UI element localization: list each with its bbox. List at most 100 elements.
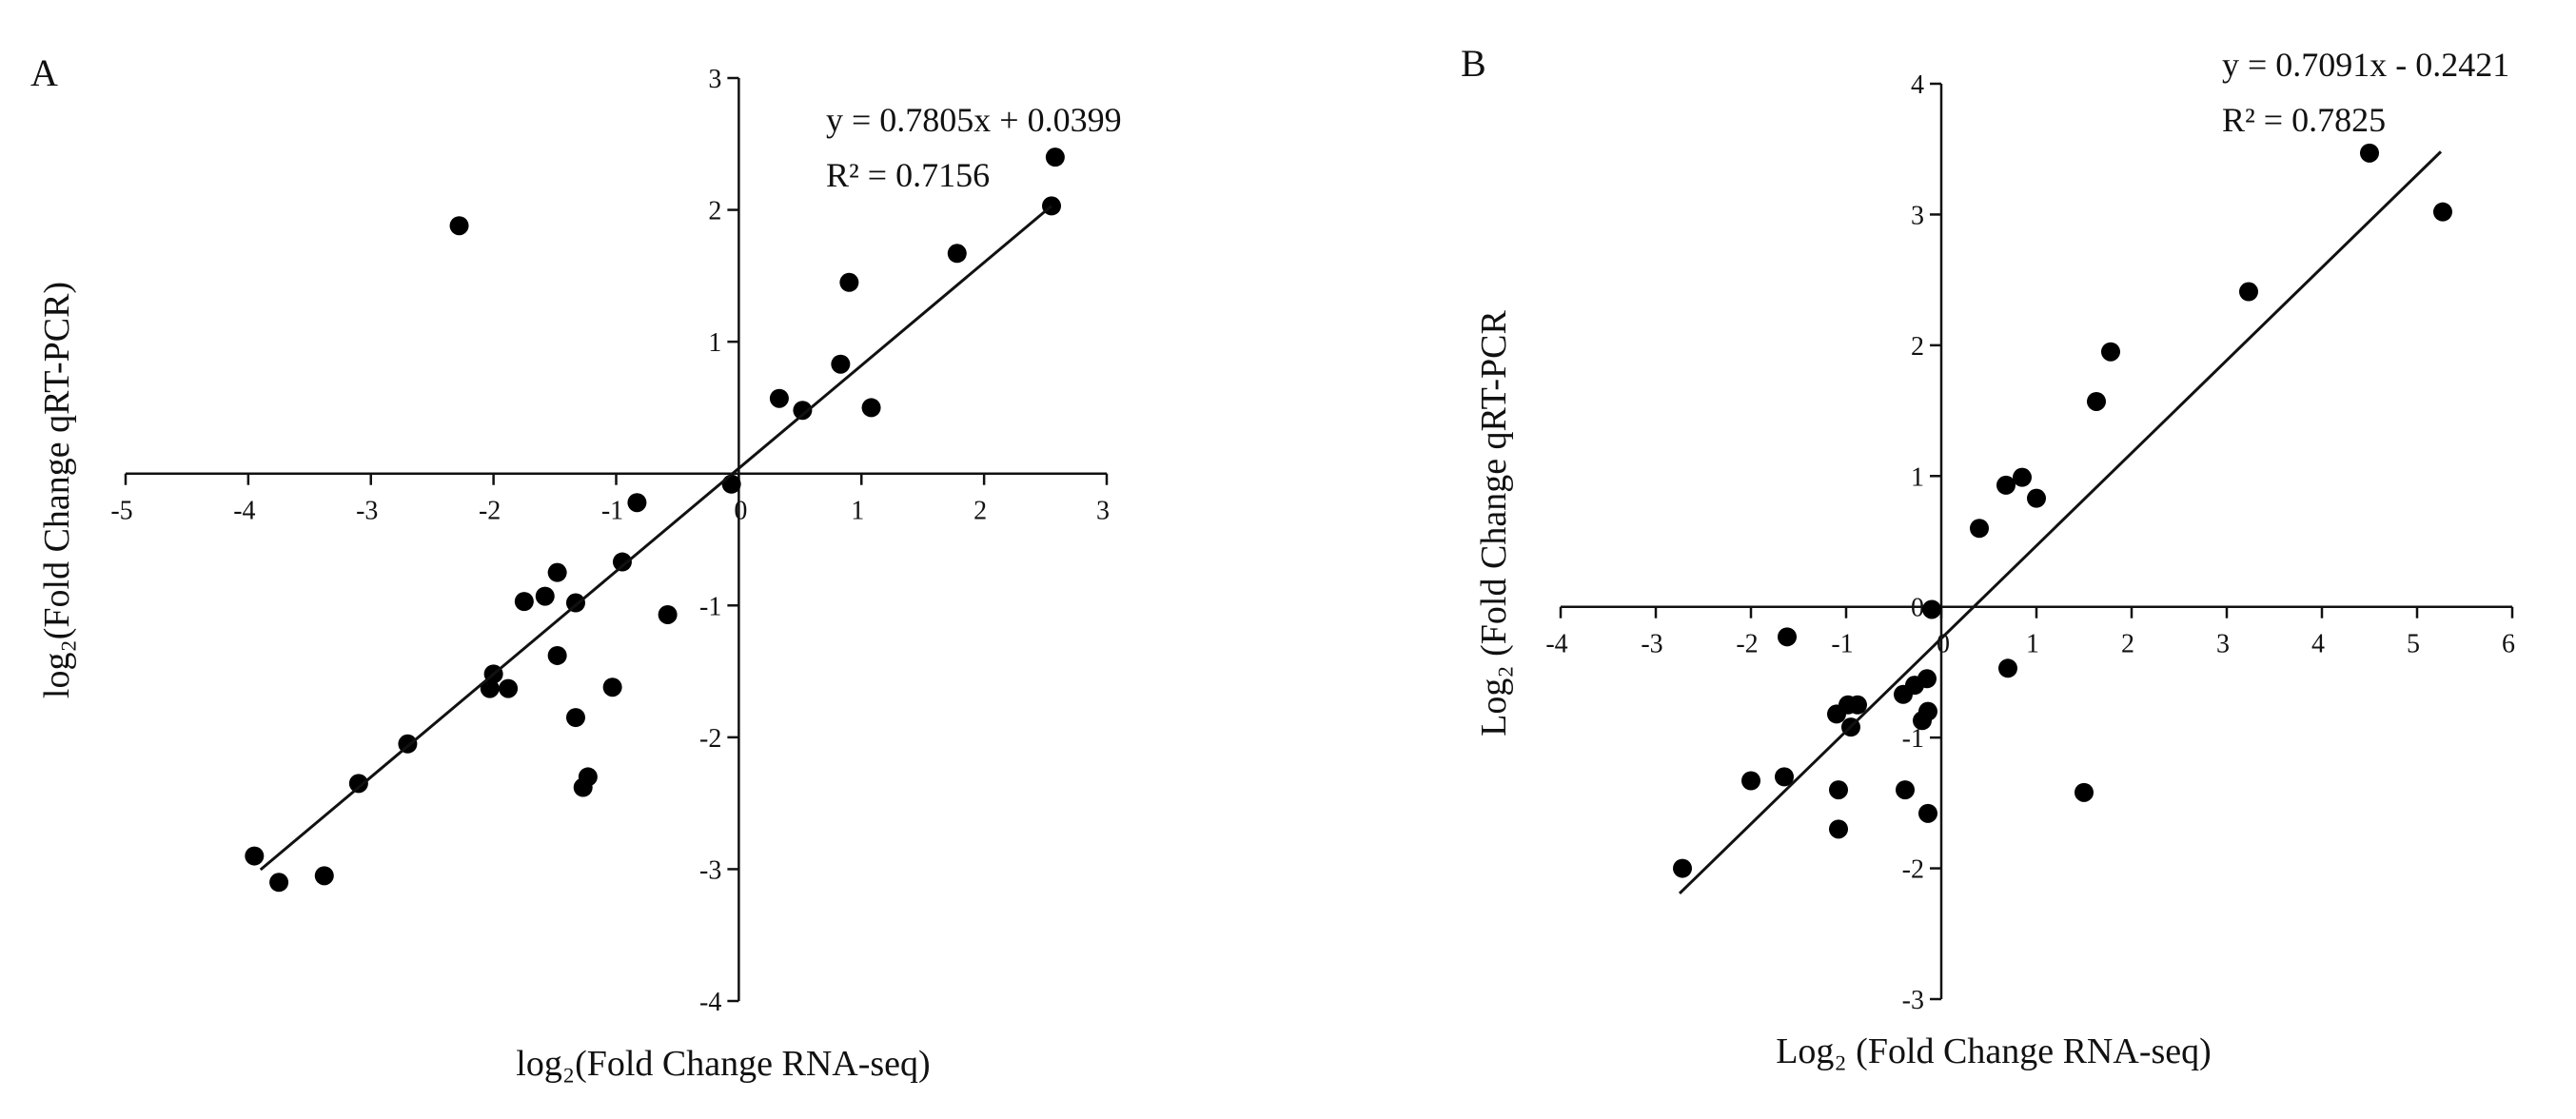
panel-b-y-axis-title: Log₂ (Fold Change qRT-PCR — [1474, 310, 1514, 736]
panel-b-data-point — [2239, 282, 2258, 302]
panel-b-y-tick-label: 0 — [1911, 594, 1924, 623]
panel-a-data-point — [314, 866, 334, 886]
panel-a-data-point — [861, 398, 881, 418]
panel-a-r-squared: R² = 0.7156 — [826, 156, 990, 194]
panel-b-data-point — [1918, 701, 1937, 721]
panel-a-data-point — [627, 493, 647, 513]
panel-b-x-tick-label: 1 — [2026, 630, 2039, 659]
panel-b-y-tick-label: 4 — [1911, 70, 1924, 100]
panel-b-x-tick-label: -2 — [1736, 630, 1758, 659]
panel-a-y-tick-label: 2 — [708, 197, 721, 226]
panel-b-trendline — [1678, 150, 2443, 895]
panel-label-b: B — [1461, 42, 1486, 85]
panel-b-data-point — [1741, 771, 1760, 791]
panel-a-data-point — [449, 216, 469, 236]
panel-b-y-tick-label: 3 — [1911, 201, 1924, 230]
panel-a-data-point — [514, 592, 534, 612]
panel-b-y-tick-label: -2 — [1902, 855, 1924, 885]
panel-b-data-point — [2027, 488, 2046, 508]
panel-a-data-point — [1045, 147, 1065, 167]
panel-a-ticks: -5 -4 -3 -2 -1 0 1 2 3 3 2 1 -1 -2 -3 -4 — [110, 65, 1110, 1017]
panel-b-points — [1673, 143, 2452, 878]
panel-b-data-point — [1829, 780, 1848, 800]
panel-a-data-point — [839, 272, 859, 292]
panel-a-equation: y = 0.7805x + 0.0399 — [826, 101, 1122, 139]
panel-a-trendline — [259, 205, 1052, 872]
panel-a-data-point — [565, 708, 585, 728]
panel-a-data-point — [612, 552, 632, 572]
panel-b: B -4 -3 -2 -1 0 1 2 3 4 5 6 4 3 2 1 0 -1 -2 -3 y = 0.7091x… — [1461, 42, 2515, 1071]
panel-b-y-tick-label: 1 — [1911, 462, 1924, 492]
panel-label-a: A — [30, 51, 58, 94]
panel-b-data-point — [1778, 627, 1797, 647]
panel-a-data-point — [947, 244, 967, 264]
panel-b-data-point — [1996, 475, 2016, 495]
panel-b-x-tick-label: -3 — [1641, 630, 1662, 659]
panel-b-x-tick-label: -1 — [1831, 630, 1853, 659]
panel-a-data-point — [769, 388, 789, 408]
panel-b-r-squared: R² = 0.7825 — [2222, 101, 2386, 139]
panel-b-x-tick-label: 4 — [2311, 630, 2325, 659]
panel-a-data-point — [793, 401, 813, 421]
panel-a-y-tick-label: -1 — [699, 592, 721, 621]
panel-b-data-point — [1970, 519, 1989, 539]
panel-b-data-point — [1673, 858, 1692, 878]
panel-b-data-point — [2013, 467, 2032, 487]
panel-b-data-point — [2360, 143, 2379, 163]
panel-a-y-tick-label: 1 — [708, 328, 721, 358]
panel-b-x-axis-title: Log₂ (Fold Change RNA-seq) — [1776, 1031, 2212, 1071]
panel-b-x-tick-label: 0 — [1937, 630, 1950, 659]
panel-a-x-tick-label: -1 — [601, 497, 623, 526]
panel-a-x-tick-label: 3 — [1096, 497, 1110, 526]
panel-a-x-axis-title: log₂(Fold Change RNA-seq) — [516, 1044, 930, 1084]
panel-a-x-tick-label: 0 — [734, 497, 747, 526]
panel-b-y-tick-label: -1 — [1902, 724, 1924, 754]
panel-a-x-tick-label: -3 — [356, 497, 378, 526]
panel-a-x-tick-label: -2 — [479, 497, 501, 526]
panel-a-data-point — [602, 677, 622, 697]
panel-b-data-point — [2433, 202, 2452, 222]
panel-a-y-tick-label: 3 — [708, 65, 721, 94]
panel-b-data-point — [1896, 780, 1915, 800]
panel-a-x-tick-label: 1 — [851, 497, 864, 526]
panel-a-y-tick-label: -2 — [699, 724, 721, 754]
panel-b-data-point — [2075, 782, 2094, 802]
panel-a-data-point — [721, 474, 741, 494]
panel-b-x-tick-label: 6 — [2502, 630, 2515, 659]
panel-a-points — [245, 147, 1065, 893]
panel-a-data-point — [535, 586, 555, 606]
panel-a-data-point — [547, 645, 567, 665]
panel-a-data-point — [578, 767, 598, 787]
panel-a-data-point — [348, 774, 368, 794]
panel-b-y-tick-label: -3 — [1902, 986, 1924, 1015]
panel-b-x-tick-label: 2 — [2121, 630, 2134, 659]
panel-b-y-tick-label: 2 — [1911, 332, 1924, 362]
panel-b-data-point — [2087, 391, 2106, 411]
panel-a-data-point — [658, 604, 678, 624]
panel-b-data-point — [1922, 599, 1941, 619]
panel-a-data-point — [269, 873, 289, 893]
panel-a-data-point — [245, 846, 265, 866]
panel-b-x-tick-label: 3 — [2216, 630, 2230, 659]
panel-a-data-point — [547, 562, 567, 582]
panel-a-x-tick-label: 2 — [973, 497, 987, 526]
panel-a-data-point — [480, 678, 500, 698]
panel-b-x-tick-label: -4 — [1545, 630, 1567, 659]
panel-b-equation: y = 0.7091x - 0.2421 — [2222, 46, 2509, 84]
panel-a-data-point — [831, 354, 851, 374]
panel-b-data-point — [1775, 767, 1794, 787]
panel-a-x-tick-label: -5 — [110, 497, 132, 526]
panel-b-data-point — [1998, 658, 2017, 678]
panel-b-data-point — [1918, 803, 1937, 823]
panel-a-y-axis-title: log₂(Fold Change qRT-PCR) — [37, 282, 77, 698]
panel-b-data-point — [1848, 695, 1867, 715]
panel-a-x-tick-label: -4 — [233, 497, 255, 526]
panel-a-data-point — [499, 678, 519, 698]
panel-a-y-tick-label: -4 — [699, 988, 721, 1017]
panel-b-data-point — [1917, 669, 1937, 689]
panel-b-data-point — [2101, 342, 2120, 362]
panel-a: A -5 -4 -3 -2 -1 0 1 2 3 3 2 1 -1 -2 -3 -4 y = 0.7805x … — [30, 51, 1122, 1084]
panel-b-data-point — [1829, 819, 1848, 839]
